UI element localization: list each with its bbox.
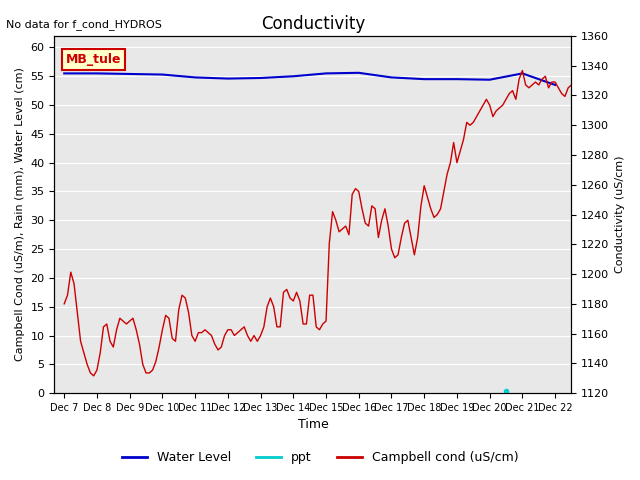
X-axis label: Time: Time (298, 419, 328, 432)
Y-axis label: Conductivity (uS/cm): Conductivity (uS/cm) (615, 156, 625, 273)
Legend: Water Level, ppt, Campbell cond (uS/cm): Water Level, ppt, Campbell cond (uS/cm) (116, 446, 524, 469)
Y-axis label: Campbell Cond (uS/m), Rain (mm), Water Level (cm): Campbell Cond (uS/m), Rain (mm), Water L… (15, 68, 25, 361)
Title: Conductivity: Conductivity (261, 15, 365, 33)
Text: MB_tule: MB_tule (66, 53, 122, 66)
Text: No data for f_cond_HYDROS: No data for f_cond_HYDROS (6, 19, 163, 30)
